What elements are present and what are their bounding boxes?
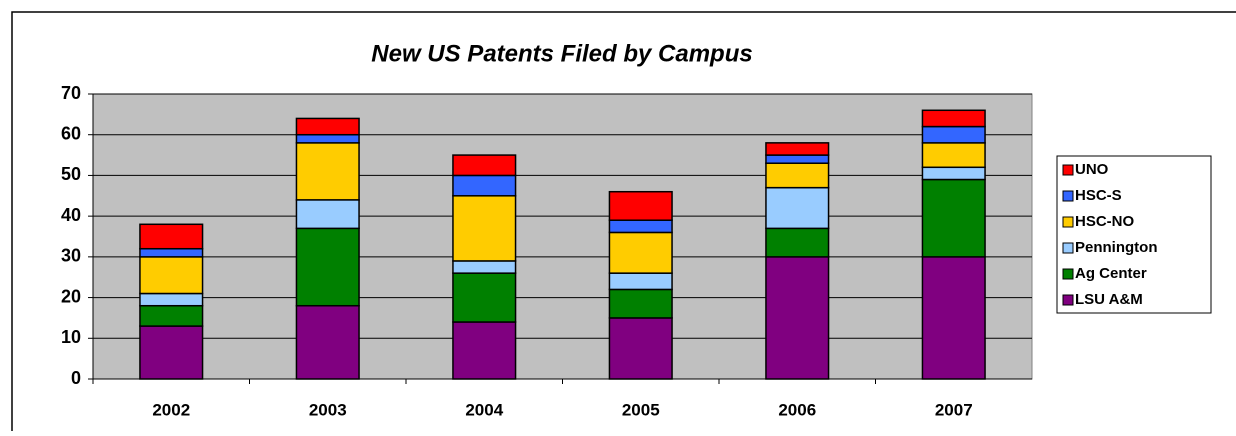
y-tick-label: 20: [61, 286, 81, 306]
bar-segment: [139, 247, 204, 258]
bar-segment: [921, 178, 986, 258]
bar-segment: [139, 292, 204, 307]
legend-label: HSC-S: [1075, 187, 1122, 204]
legend-label: HSC-NO: [1075, 213, 1134, 230]
bar-segment: [765, 154, 830, 164]
bar-segment: [765, 227, 830, 258]
bar-segment: [295, 142, 360, 201]
bar-segment: [452, 174, 517, 197]
bar-segment: [765, 162, 830, 189]
bar-segment: [921, 142, 986, 169]
bar-segment: [139, 304, 204, 327]
bar-segment: [452, 195, 517, 262]
bar-segment: [765, 256, 830, 380]
y-tick-label: 70: [61, 83, 81, 103]
chart-title: New US Patents Filed by Campus: [371, 40, 752, 67]
y-tick-label: 10: [61, 327, 81, 347]
legend-swatch: [1062, 268, 1074, 280]
bar-segment: [608, 288, 673, 319]
bar-segment: [139, 256, 204, 295]
bar-segment: [608, 231, 673, 274]
legend-swatch: [1062, 294, 1074, 306]
bar-segment: [295, 199, 360, 230]
legend-box: [1056, 155, 1212, 314]
y-tick-label: 30: [61, 246, 81, 266]
bar-segment: [452, 260, 517, 274]
bar-segment: [139, 223, 204, 250]
x-tick-label: 2004: [465, 400, 503, 419]
y-tick-label: 50: [61, 164, 81, 184]
plot-area: [92, 93, 1033, 380]
bar-segment: [139, 325, 204, 380]
bar-segment: [921, 256, 986, 380]
bar-segment: [608, 272, 673, 291]
legend-swatch: [1062, 242, 1074, 254]
x-tick-label: 2007: [935, 400, 973, 419]
bar-segment: [608, 219, 673, 234]
bar-segment: [452, 154, 517, 177]
bar-segment: [608, 317, 673, 380]
x-tick-label: 2002: [152, 400, 190, 419]
x-tick-label: 2006: [778, 400, 816, 419]
bar-segment: [765, 142, 830, 156]
bar-segment: [765, 186, 830, 230]
legend-label: Pennington: [1075, 239, 1158, 256]
bar-segment: [921, 125, 986, 144]
bar-segment: [608, 190, 673, 221]
legend-swatch: [1062, 164, 1074, 176]
bar-segment: [295, 304, 360, 380]
legend-swatch: [1062, 216, 1074, 228]
bar-segment: [295, 227, 360, 307]
legend-swatch: [1062, 190, 1074, 202]
x-tick-label: 2003: [309, 400, 347, 419]
bar-segment: [452, 321, 517, 380]
y-tick-label: 40: [61, 205, 81, 225]
bar-segment: [295, 133, 360, 144]
bar-segment: [295, 117, 360, 136]
legend-label: Ag Center: [1075, 265, 1147, 282]
bar-segment: [921, 166, 986, 181]
legend-label: LSU A&M: [1075, 291, 1143, 308]
y-tick-label: 0: [71, 368, 81, 388]
x-tick-label: 2005: [622, 400, 660, 419]
y-tick-label: 60: [61, 123, 81, 143]
bar-segment: [452, 272, 517, 323]
legend-label: UNO: [1075, 161, 1109, 178]
bar-segment: [921, 109, 986, 128]
